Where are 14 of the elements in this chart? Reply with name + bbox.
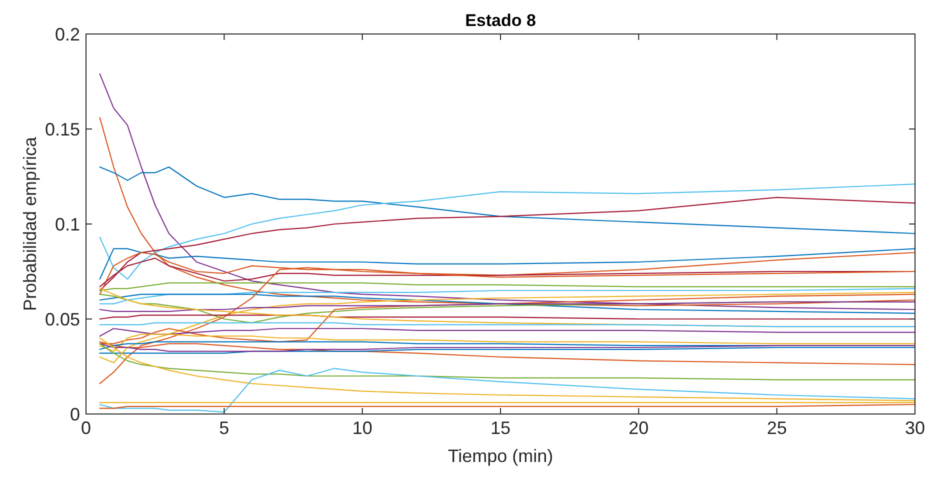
y-tick-label: 0 [70,404,80,424]
x-tick-label: 25 [766,418,787,438]
x-tick-label: 5 [219,418,230,438]
y-tick-label: 0.1 [54,214,80,234]
y-tick-label: 0.2 [54,24,80,44]
x-tick-label: 20 [628,418,649,438]
y-tick-label: 0.05 [44,309,80,330]
y-axis-title: Probabilidad empírica [20,136,40,312]
chart-title: Estado 8 [465,11,536,30]
x-tick-label: 30 [904,418,926,438]
x-tick-label: 10 [352,418,372,438]
x-axis-title: Tiempo (min) [448,446,554,466]
y-tick-label: 0.15 [44,119,80,140]
x-tick-label: 15 [490,418,511,438]
